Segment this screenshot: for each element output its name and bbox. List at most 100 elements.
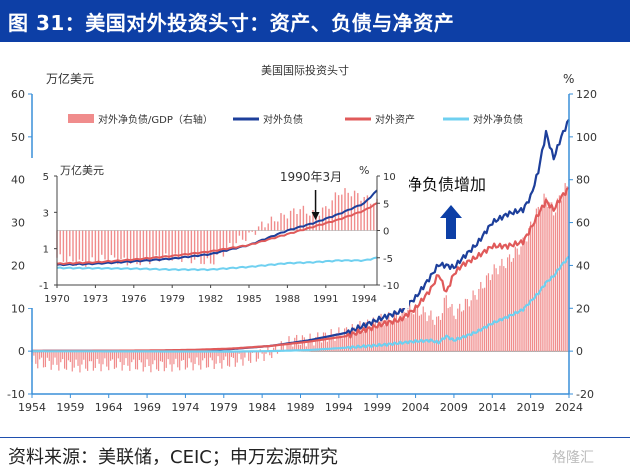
bar-mark bbox=[90, 351, 93, 362]
right-tick-label: 60 bbox=[576, 217, 590, 230]
left-tick-label: 10 bbox=[11, 302, 25, 315]
bar-mark bbox=[142, 351, 144, 372]
bar-mark bbox=[491, 274, 493, 352]
legend-label: 对外净负债/GDP（右轴） bbox=[98, 113, 213, 126]
inset-bar-mark bbox=[81, 230, 84, 262]
inset-bar-mark bbox=[123, 230, 125, 258]
x-tick-label: 2009 bbox=[440, 401, 468, 414]
inset-bar-mark bbox=[241, 230, 244, 240]
bar-mark bbox=[322, 332, 325, 352]
inset-bar-mark bbox=[219, 230, 221, 253]
inset-bar-mark bbox=[161, 230, 164, 259]
bar-mark bbox=[77, 351, 79, 366]
annotation-net-liab-increase: 净负债增加 bbox=[406, 175, 486, 194]
series-line-对外净负债 bbox=[32, 255, 570, 353]
chart-title: 美国国际投资头寸 bbox=[261, 63, 349, 77]
bar-mark bbox=[184, 351, 187, 370]
bar-mark bbox=[267, 347, 269, 352]
bar-mark bbox=[426, 321, 428, 352]
bar-mark bbox=[194, 351, 196, 364]
inset-right-axis-label: % bbox=[359, 164, 369, 177]
bar-mark bbox=[39, 351, 41, 360]
bar-mark bbox=[294, 337, 296, 352]
inset-bar-mark bbox=[152, 230, 154, 258]
inset-bar-mark bbox=[302, 205, 305, 231]
right-tick-label: 40 bbox=[576, 259, 590, 272]
inset-bar-mark bbox=[232, 230, 234, 248]
inset-bar-mark bbox=[149, 230, 151, 265]
bar-mark bbox=[347, 336, 350, 352]
bar-mark bbox=[499, 265, 501, 352]
bar-mark bbox=[451, 304, 453, 352]
inset-bar-mark bbox=[213, 230, 215, 265]
bar-mark bbox=[365, 322, 367, 352]
bar-mark bbox=[414, 304, 417, 352]
inset-bar-mark bbox=[136, 230, 138, 265]
bar-mark bbox=[297, 344, 300, 352]
bar-mark bbox=[42, 351, 45, 368]
bar-mark bbox=[501, 258, 503, 352]
bar-mark bbox=[342, 338, 344, 352]
left-tick-label: 0 bbox=[18, 345, 25, 358]
left-tick-label: -10 bbox=[7, 388, 25, 401]
bar-mark bbox=[514, 246, 516, 352]
bar-mark bbox=[282, 343, 284, 352]
bar-mark bbox=[60, 351, 62, 363]
bar-mark bbox=[439, 319, 442, 352]
bar-mark bbox=[221, 351, 223, 369]
bar-mark bbox=[428, 315, 430, 352]
bar-mark bbox=[553, 215, 555, 352]
bar-mark bbox=[361, 328, 363, 352]
inset-bar-mark bbox=[133, 230, 135, 259]
bar-mark bbox=[35, 351, 37, 364]
bar-mark bbox=[368, 328, 371, 352]
x-tick-label: 2024 bbox=[555, 401, 583, 414]
bar-mark bbox=[52, 351, 54, 365]
x-tick-label: 1964 bbox=[95, 401, 123, 414]
bar-mark bbox=[54, 351, 56, 358]
watermark: 格隆汇 bbox=[552, 450, 594, 466]
bar-mark bbox=[336, 333, 338, 352]
bar-mark bbox=[67, 351, 70, 361]
inset-bar-mark bbox=[296, 214, 298, 231]
bar-mark bbox=[307, 341, 309, 352]
inset-bar-mark bbox=[190, 230, 193, 264]
inset-bar-mark bbox=[350, 196, 353, 231]
inset-bar-mark bbox=[229, 230, 231, 244]
bar-mark bbox=[81, 351, 83, 365]
bar-mark bbox=[401, 306, 403, 352]
inset-bar-mark bbox=[197, 230, 199, 257]
bar-mark bbox=[154, 351, 156, 361]
inset-bar-mark bbox=[75, 230, 77, 266]
inset-bar-mark bbox=[94, 230, 97, 264]
inset-bar-mark bbox=[155, 230, 157, 256]
bar-mark bbox=[497, 274, 499, 352]
bar-mark bbox=[344, 328, 346, 352]
bar-mark bbox=[102, 351, 104, 365]
bar-mark bbox=[192, 351, 194, 371]
bar-mark bbox=[167, 351, 169, 360]
bar-mark bbox=[48, 351, 50, 361]
inset-bar-mark bbox=[251, 230, 253, 232]
bar-mark bbox=[204, 351, 206, 359]
inset-right-tick-label: 0 bbox=[383, 227, 389, 238]
inset-bar-mark bbox=[299, 209, 301, 231]
bar-mark bbox=[271, 351, 273, 359]
bar-mark bbox=[495, 268, 497, 352]
bar-mark bbox=[71, 351, 73, 372]
inset-bar-mark bbox=[101, 230, 103, 255]
x-tick-label: 1989 bbox=[287, 401, 315, 414]
inset-background bbox=[27, 158, 409, 308]
bar-mark bbox=[200, 351, 202, 370]
bar-mark bbox=[219, 351, 221, 364]
inset-bar-mark bbox=[177, 230, 180, 258]
bar-mark bbox=[378, 322, 380, 352]
bar-mark bbox=[566, 186, 568, 352]
inset-bar-mark bbox=[110, 230, 113, 256]
inset-bar-mark bbox=[334, 192, 337, 231]
bar-mark bbox=[545, 197, 547, 352]
bar-mark bbox=[424, 312, 426, 352]
bar-mark bbox=[320, 342, 323, 352]
bar-mark bbox=[422, 306, 424, 352]
bar-mark bbox=[455, 319, 457, 352]
